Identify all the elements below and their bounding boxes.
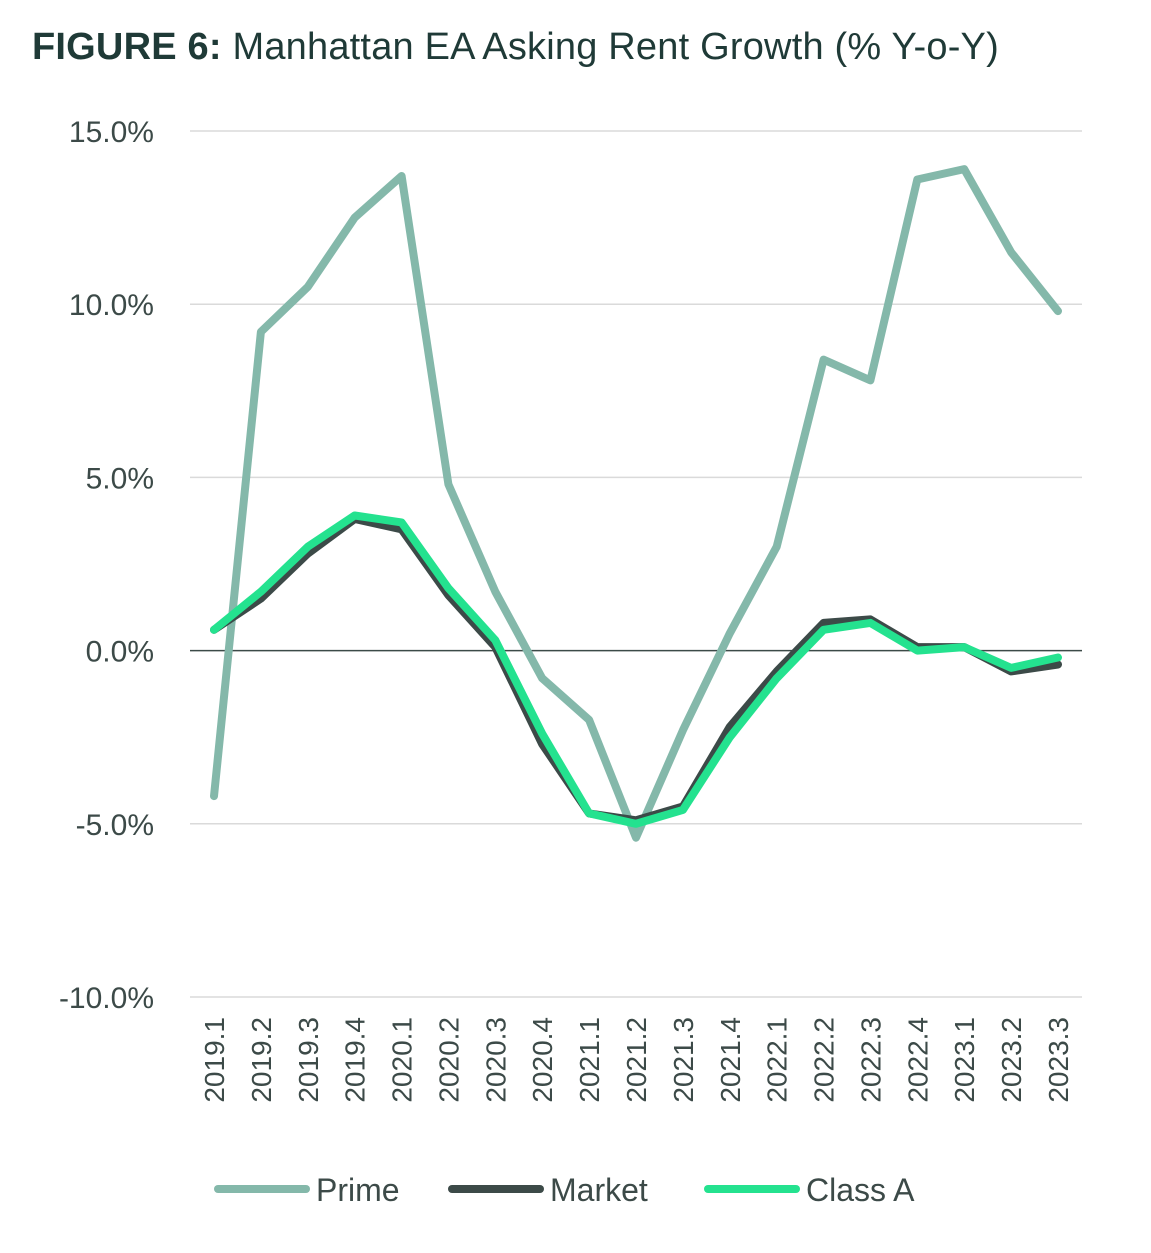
x-tick-label: 2019.2	[246, 1017, 277, 1103]
x-tick-label: 2019.3	[293, 1017, 324, 1103]
x-tick-label: 2022.3	[855, 1017, 886, 1103]
x-tick-label: 2023.2	[996, 1017, 1027, 1103]
y-tick-label: 0.0%	[86, 636, 154, 669]
x-tick-label: 2021.2	[621, 1017, 652, 1103]
x-tick-label: 2023.3	[1043, 1017, 1074, 1103]
x-tick-label: 2020.4	[527, 1017, 558, 1103]
x-tick-label: 2021.3	[668, 1017, 699, 1103]
chart-title: FIGURE 6: Manhattan EA Asking Rent Growt…	[32, 26, 999, 69]
x-tick-label: 2022.4	[902, 1017, 933, 1103]
x-tick-label: 2020.2	[433, 1017, 464, 1103]
y-tick-label: 15.0%	[69, 116, 154, 149]
x-tick-label: 2020.1	[387, 1017, 418, 1103]
legend: Prime Market Class A	[214, 1172, 915, 1208]
series-line-prime	[210, 165, 1062, 842]
x-tick-label: 2022.2	[809, 1017, 840, 1103]
gridlines	[190, 130, 1082, 998]
chart-title-lead: FIGURE 6:	[32, 26, 222, 68]
x-tick-label: 2023.1	[949, 1017, 980, 1103]
x-tick-label: 2019.1	[199, 1017, 230, 1103]
series-line-class-a	[210, 511, 1062, 828]
legend-label: Class A	[806, 1172, 915, 1208]
y-axis-ticks: 15.0% 10.0% 5.0% 0.0% -5.0% -10.0%	[59, 116, 154, 1015]
y-tick-label: 5.0%	[86, 462, 154, 495]
y-tick-label: 10.0%	[69, 289, 154, 322]
chart-title-text: Manhattan EA Asking Rent Growth (% Y-o-Y…	[232, 26, 999, 68]
series-lines	[210, 165, 1062, 842]
x-tick-label: 2020.3	[480, 1017, 511, 1103]
series-line-market	[210, 515, 1062, 825]
x-axis-ticks: 2019.1 2019.2 2019.3 2019.4 2020.1 2020.2 2020…	[199, 1017, 1074, 1103]
x-tick-label: 2021.4	[715, 1017, 746, 1103]
legend-label: Market	[550, 1172, 648, 1208]
legend-label: Prime	[316, 1172, 400, 1208]
x-tick-label: 2021.1	[574, 1017, 605, 1103]
x-tick-label: 2019.4	[340, 1017, 371, 1103]
x-tick-label: 2022.1	[762, 1017, 793, 1103]
y-tick-label: -10.0%	[59, 982, 154, 1015]
y-tick-label: -5.0%	[76, 809, 154, 842]
